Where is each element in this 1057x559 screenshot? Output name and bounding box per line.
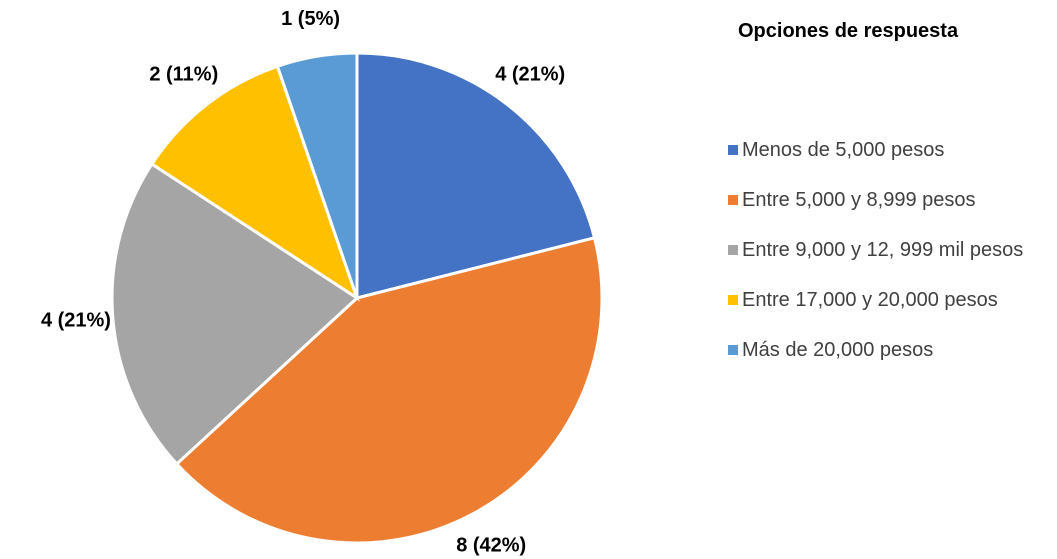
legend-title: Opciones de respuesta bbox=[738, 20, 959, 42]
legend-swatch bbox=[728, 295, 738, 305]
legend-label: Menos de 5,000 pesos bbox=[742, 139, 945, 161]
legend: Opciones de respuesta Menos de 5,000 pes… bbox=[728, 20, 1057, 388]
data-label: 8 (42%) bbox=[456, 534, 526, 556]
pie-slice bbox=[110, 161, 360, 467]
legend-item: Entre 17,000 y 20,000 pesos bbox=[728, 288, 1057, 312]
pie-slice bbox=[174, 236, 604, 545]
legend-swatch bbox=[728, 245, 738, 255]
data-label: 4 (21%) bbox=[41, 310, 111, 332]
data-label: 4 (21%) bbox=[495, 64, 565, 86]
pie-slice bbox=[275, 51, 359, 299]
legend-swatch bbox=[728, 145, 738, 155]
legend-label: Entre 17,000 y 20,000 pesos bbox=[742, 289, 998, 311]
legend-label: Entre 9,000 y 12, 999 mil pesos bbox=[742, 239, 1024, 261]
pie-slice bbox=[149, 64, 360, 302]
data-label: 1 (5%) bbox=[281, 8, 340, 30]
legend-swatch bbox=[728, 195, 738, 205]
legend-item: Menos de 5,000 pesos bbox=[728, 138, 1057, 162]
legend-label: Más de 20,000 pesos bbox=[742, 339, 934, 361]
legend-item: Más de 20,000 pesos bbox=[728, 338, 1057, 362]
legend-item: Entre 5,000 y 8,999 pesos bbox=[728, 188, 1057, 212]
pie-slice bbox=[355, 51, 597, 300]
data-label: 2 (11%) bbox=[149, 64, 218, 86]
legend-swatch bbox=[728, 345, 738, 355]
legend-label: Entre 5,000 y 8,999 pesos bbox=[742, 189, 976, 211]
legend-item: Entre 9,000 y 12, 999 mil pesos bbox=[728, 238, 1057, 262]
